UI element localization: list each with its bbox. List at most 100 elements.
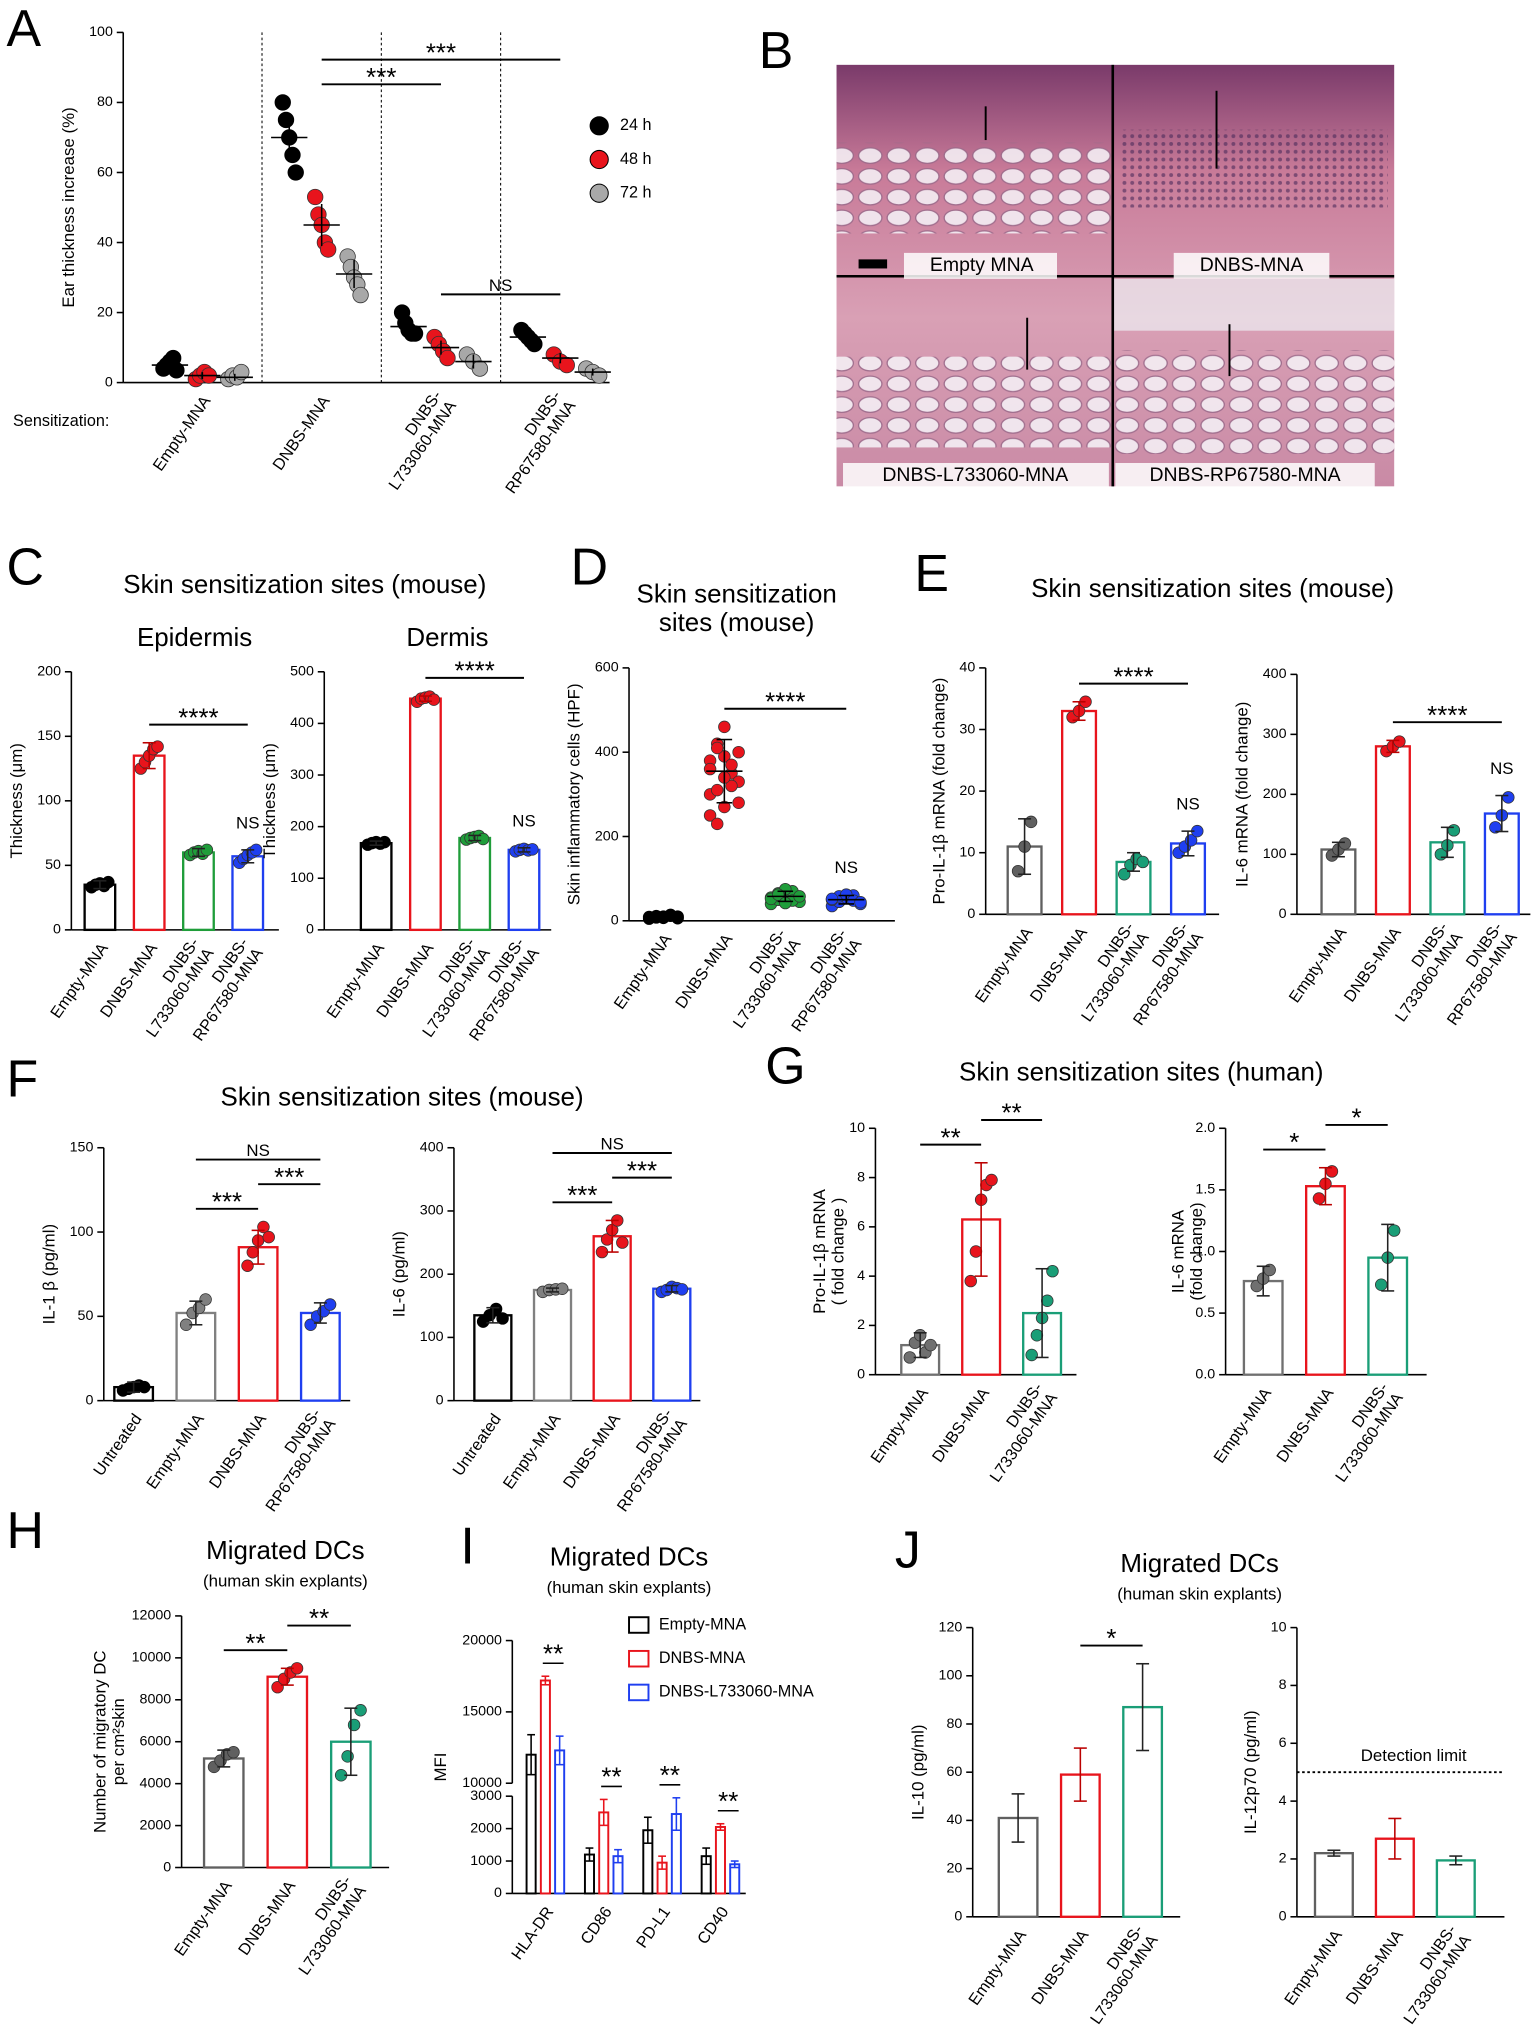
significance-label: NS <box>1176 795 1199 814</box>
x-tick-label: Empty-MNA <box>149 392 214 474</box>
bar <box>458 836 492 932</box>
significance-label: ** <box>1002 1100 1022 1128</box>
significance-label: *** <box>274 1164 304 1192</box>
chart-title: Skin sensitization sites (mouse) <box>637 580 837 637</box>
y-tick-label: 6 <box>1279 1735 1287 1751</box>
y-tick-label: 150 <box>37 728 61 744</box>
header-title: Migrated DCs <box>206 1537 364 1565</box>
micrograph-tissue <box>836 142 1113 234</box>
y-tick-label: 1.5 <box>1195 1182 1215 1198</box>
data-point <box>102 875 115 889</box>
significance-label: ** <box>245 1630 265 1658</box>
data-point <box>825 892 839 906</box>
y-tick-label: 100 <box>1263 846 1287 862</box>
bar <box>539 1679 551 1895</box>
bar <box>266 1675 309 1869</box>
data-point <box>526 335 543 353</box>
data-point <box>233 363 250 381</box>
y-tick-label: 0.5 <box>1195 1305 1215 1321</box>
y-tick-label: 0 <box>105 374 113 390</box>
bar <box>1122 1705 1164 1918</box>
micrograph-label: DNBS-RP67580-MNA <box>1149 464 1340 486</box>
header-title: Skin sensitization sites (mouse) <box>221 1083 584 1111</box>
panel-letter: H <box>7 1501 44 1559</box>
bar <box>182 851 215 932</box>
x-tick-label: CD86 <box>577 1903 616 1947</box>
label-box <box>903 252 1058 279</box>
label-box <box>843 462 1109 489</box>
bar <box>714 1826 726 1895</box>
y-tick-label: 400 <box>1263 666 1287 682</box>
x-tick-label: DNBS-MNA <box>929 1385 993 1466</box>
x-tick-label: Empty-MNA <box>1210 1385 1275 1467</box>
y-tick-label: 2 <box>857 1317 865 1333</box>
legend-marker <box>589 149 609 170</box>
data-point <box>725 779 738 793</box>
bar <box>1374 745 1411 916</box>
legend-label: 24 h <box>620 116 652 134</box>
y-tick-label: 0 <box>494 1885 502 1901</box>
y-tick-label: 10 <box>1271 1619 1287 1635</box>
y-axis-label: Pro-IL-1β mRNA (fold change) <box>930 678 949 905</box>
significance-label: *** <box>567 1182 597 1210</box>
y-tick-label: 500 <box>290 664 314 680</box>
y-tick-label: 10 <box>849 1120 865 1136</box>
y-tick-label: 10000 <box>462 1775 502 1791</box>
header-subtitle: (human skin explants) <box>203 1572 368 1591</box>
y-tick-label: 2000 <box>140 1817 172 1833</box>
data-point <box>718 720 731 734</box>
x-tick-label: Empty-MNA <box>1281 1927 1346 2009</box>
x-tick-label: DNBS-MNA <box>206 1410 270 1491</box>
data-point <box>526 843 539 856</box>
data-point <box>591 367 608 384</box>
significance-label: *** <box>426 39 456 67</box>
y-tick-label: 300 <box>1263 726 1287 742</box>
y-tick-label: 6000 <box>140 1733 172 1749</box>
label-box <box>1115 462 1375 489</box>
data-point <box>199 1293 212 1306</box>
data-point <box>352 286 369 304</box>
significance-label: ** <box>309 1605 329 1633</box>
significance-label: * <box>1106 1625 1116 1653</box>
data-point <box>1041 1294 1054 1308</box>
x-tick-label: PD-L1 <box>633 1903 674 1951</box>
y-axis-label: MFI <box>431 1753 450 1782</box>
x-tick-label: DNBS-MNA <box>1342 1927 1406 2008</box>
x-tick-label: Empty-MNA <box>611 931 676 1013</box>
y-tick-label: 150 <box>70 1140 94 1156</box>
data-point <box>703 809 717 822</box>
y-tick-label: 3000 <box>470 1788 502 1804</box>
bar <box>729 1863 741 1895</box>
data-point <box>1338 837 1352 850</box>
y-tick-label: 40 <box>946 1812 962 1828</box>
x-tick-label: DNBS-MNA <box>269 392 333 473</box>
bar <box>1435 1859 1476 1918</box>
bar <box>132 754 166 932</box>
bar <box>473 1314 513 1402</box>
y-axis-label: Thickness (μm) <box>7 743 26 858</box>
data-point <box>406 325 424 342</box>
panel-letter: D <box>571 537 608 595</box>
data-point <box>347 1718 361 1732</box>
data-point <box>1447 824 1461 837</box>
data-point <box>964 1274 977 1288</box>
significance-label: *** <box>627 1157 657 1185</box>
legend-marker <box>628 1649 650 1668</box>
y-tick-label: 10 <box>959 844 975 860</box>
data-point <box>985 1173 998 1187</box>
x-axis-label: Sensitization: <box>13 412 109 430</box>
y-tick-label: 20 <box>946 1860 962 1876</box>
significance-label: ** <box>941 1124 961 1152</box>
significance-label: NS <box>1490 759 1513 778</box>
data-point <box>1011 864 1025 878</box>
data-point <box>732 745 745 759</box>
bar <box>1060 709 1098 916</box>
data-point <box>1312 1192 1326 1205</box>
y-tick-label: 4 <box>857 1268 865 1284</box>
x-tick-label: DNBS-MNA <box>672 931 736 1012</box>
legend-marker <box>589 116 609 136</box>
y-tick-label: 600 <box>595 660 619 676</box>
y-tick-label: 200 <box>37 664 61 680</box>
